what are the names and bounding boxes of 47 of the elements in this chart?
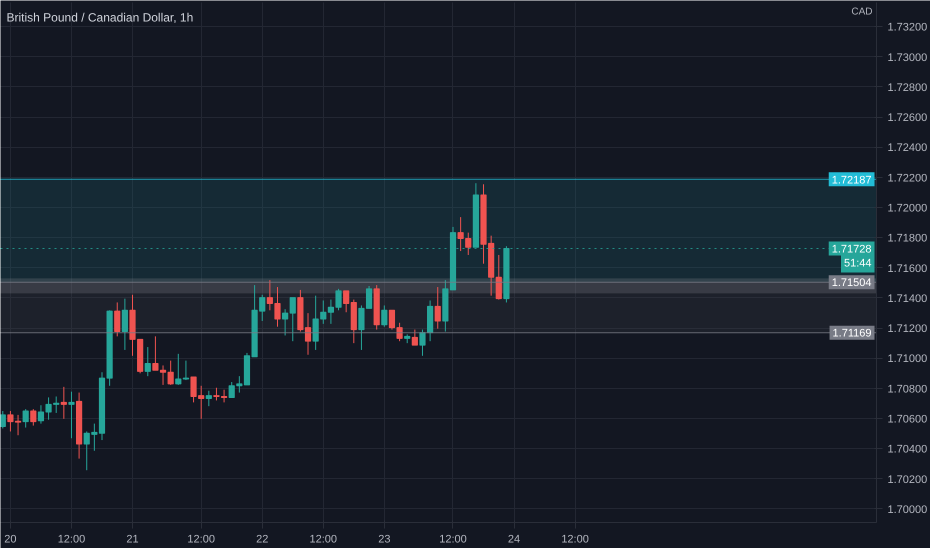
x-tick-label: 20: [4, 534, 17, 546]
ref-line-label: 1.71504: [832, 277, 872, 290]
y-tick-label: 1.72200: [888, 172, 928, 184]
y-tick-label: 1.72800: [888, 82, 928, 94]
y-tick-label: 1.71000: [888, 353, 928, 366]
y-tick-label: 1.70200: [888, 474, 928, 486]
annotation: 51:44: [844, 257, 872, 270]
text: British Pound / Canadian Dollar, 1h: [6, 10, 194, 24]
y-tick-label: 1.70800: [888, 383, 928, 396]
candlestick: [114, 302, 120, 337]
x-tick-label: 23: [378, 534, 390, 546]
ref-line-label: 1.71169: [832, 328, 872, 340]
x-tick-label: 21: [126, 534, 139, 546]
y-tick-label: 1.73000: [888, 52, 928, 64]
y-tick-label: 1.72400: [888, 142, 928, 154]
candlestick: [122, 298, 128, 350]
y-tick-label: 1.71800: [888, 232, 928, 245]
candlestick: [206, 390, 212, 407]
y-tick-label: 1.72600: [888, 112, 928, 124]
x-tick-label: 12:00: [310, 534, 338, 546]
x-tick-label: 12:00: [439, 534, 467, 546]
y-tick-label: 1.71600: [888, 262, 928, 275]
candlestick: [419, 329, 426, 356]
ref-line-label: 1.71728: [832, 243, 872, 256]
x-tick-label: 22: [256, 534, 268, 546]
y-axis-title: CAD: [851, 6, 873, 18]
candlestick: [434, 286, 441, 330]
y-tick-label: 1.71400: [888, 292, 928, 305]
y-tick-label: 1.71200: [888, 323, 928, 336]
candlestick: [412, 329, 418, 346]
y-tick-label: 1.70600: [888, 414, 928, 426]
x-tick-label: 12:00: [58, 534, 86, 546]
y-tick-label: 1.72000: [888, 202, 928, 214]
candlestick: [0, 410, 6, 429]
x-tick-label: 12:00: [187, 534, 215, 546]
y-tick-label: 1.70000: [888, 504, 928, 516]
y-tick-label: 1.73200: [888, 22, 928, 34]
x-tick-label: 12:00: [561, 534, 589, 546]
x-tick-label: 24: [508, 534, 520, 546]
candlestick: [22, 408, 29, 428]
candlestick: [30, 408, 36, 426]
ref-line-label: 1.72187: [832, 174, 872, 186]
candlestick: [60, 386, 67, 420]
candlestick: [68, 391, 75, 439]
candlestick: [144, 346, 151, 377]
y-tick-label: 1.70400: [888, 444, 928, 456]
candlestick: [381, 304, 388, 328]
